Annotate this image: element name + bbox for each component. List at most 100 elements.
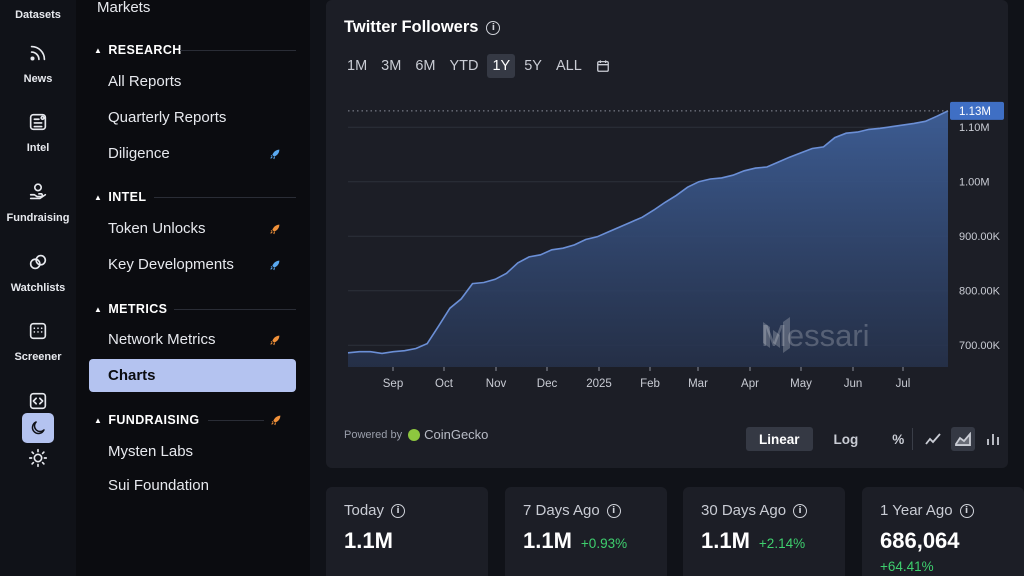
- scale-linear-button[interactable]: Linear: [746, 427, 813, 451]
- sidebar-item-label: Quarterly Reports: [108, 109, 227, 126]
- sidebar-item-markets[interactable]: Markets: [97, 0, 151, 16]
- sidebar-item-quarterly-reports[interactable]: Quarterly Reports: [89, 101, 296, 134]
- rocket-icon: [270, 224, 280, 234]
- stat-value: 1.1M: [344, 528, 393, 554]
- stat-label: 7 Days Ago i: [523, 502, 621, 519]
- followers-area-chart[interactable]: Messari 700.00K 800.00K 900.00K 1.00M 1.10M S…: [326, 0, 1008, 468]
- stat-card-1-year: 1 Year Ago i 686,064 +64.41%: [862, 487, 1024, 576]
- info-icon[interactable]: i: [606, 503, 621, 518]
- sidebar-item-charts[interactable]: Charts: [89, 359, 296, 392]
- sidebar-item-key-developments[interactable]: Key Developments: [89, 248, 296, 281]
- sidebar-nav: Markets ▲ RESEARCH All Reports Quarterly…: [76, 0, 310, 576]
- x-tick-label: Mar: [688, 378, 708, 390]
- section-title: INTEL: [108, 190, 147, 204]
- sidebar-item-label: Mysten Labs: [108, 443, 194, 460]
- y-tick-label: 700.00K: [959, 340, 1001, 352]
- caret-up-icon: ▲: [94, 45, 103, 55]
- sidebar-item-token-unlocks[interactable]: Token Unlocks: [89, 212, 296, 245]
- stat-value: 686,064: [880, 528, 960, 554]
- stat-card-7-days: 7 Days Ago i 1.1M +0.93%: [505, 487, 667, 576]
- x-tick-label: Dec: [537, 378, 558, 390]
- info-icon[interactable]: i: [959, 503, 974, 518]
- rail-item-news[interactable]: News: [0, 40, 76, 85]
- section-research[interactable]: ▲ RESEARCH: [94, 43, 182, 57]
- calendar-icon[interactable]: [591, 54, 615, 78]
- scale-log-button[interactable]: Log: [833, 431, 859, 447]
- sidebar-item-network-metrics[interactable]: Network Metrics: [89, 323, 296, 356]
- x-tick-label: Apr: [741, 378, 759, 390]
- range-ytd[interactable]: YTD: [449, 58, 479, 74]
- theme-toggle-button[interactable]: [22, 413, 54, 443]
- line-chart-icon[interactable]: [921, 427, 945, 451]
- icon-rail: Datasets News Intel Fundraising Watchlis…: [0, 0, 76, 576]
- code-icon: [25, 388, 51, 414]
- rocket-icon: [270, 260, 280, 270]
- sidebar-item-all-reports[interactable]: All Reports: [89, 65, 296, 98]
- rail-code-button[interactable]: [0, 388, 76, 414]
- stat-label-text: 7 Days Ago: [523, 502, 600, 519]
- range-5y[interactable]: 5Y: [524, 58, 542, 74]
- chart-title: Twitter Followers i: [344, 18, 501, 37]
- range-all[interactable]: ALL: [555, 58, 582, 74]
- stat-value: 1.1M +0.93%: [523, 528, 627, 554]
- coingecko-link[interactable]: CoinGecko: [408, 427, 488, 442]
- stat-change: +64.41%: [880, 559, 934, 574]
- section-metrics[interactable]: ▲ METRICS: [94, 302, 167, 316]
- rail-item-screener[interactable]: Screener: [0, 318, 76, 363]
- stat-card-today: Today i 1.1M: [326, 487, 488, 576]
- x-tick-label: Jul: [896, 378, 911, 390]
- x-tick-label: 2025: [586, 378, 612, 390]
- rocket-icon: [271, 415, 281, 426]
- area-chart-icon[interactable]: [951, 427, 975, 451]
- range-1y[interactable]: 1Y: [487, 54, 516, 78]
- sidebar-item-diligence[interactable]: Diligence: [89, 137, 296, 170]
- x-tick-label: May: [790, 378, 812, 390]
- sun-icon: [25, 445, 51, 471]
- caret-up-icon: ▲: [94, 304, 103, 314]
- rail-label-fundraising: Fundraising: [6, 212, 70, 224]
- stat-value: 1.1M +2.14%: [701, 528, 805, 554]
- sidebar-item-mysten-labs[interactable]: Mysten Labs: [89, 435, 296, 468]
- info-icon[interactable]: i: [793, 503, 808, 518]
- rail-item-datasets[interactable]: Datasets: [0, 9, 76, 21]
- stat-value-text: 1.1M: [523, 528, 572, 553]
- sidebar-item-label: Network Metrics: [108, 331, 216, 348]
- rail-label-screener: Screener: [14, 351, 62, 363]
- sidebar-item-label: Key Developments: [108, 256, 234, 273]
- brightness-button[interactable]: [0, 445, 76, 471]
- range-6m[interactable]: 6M: [415, 58, 436, 74]
- rail-label-datasets: Datasets: [15, 9, 61, 21]
- fundraising-icon: [25, 179, 51, 205]
- x-tick-label: Feb: [640, 378, 660, 390]
- info-icon[interactable]: i: [391, 503, 406, 518]
- stat-card-30-days: 30 Days Ago i 1.1M +2.14%: [683, 487, 845, 576]
- current-value-badge: 1.13M: [950, 101, 1004, 120]
- sidebar-item-sui-foundation[interactable]: Sui Foundation: [89, 471, 296, 499]
- stat-value-text: 1.1M: [701, 528, 750, 553]
- stat-label-text: 30 Days Ago: [701, 502, 787, 519]
- section-title: RESEARCH: [108, 43, 182, 57]
- range-1m[interactable]: 1M: [347, 58, 368, 74]
- scale-percent-button[interactable]: %: [892, 431, 905, 447]
- section-divider: [180, 50, 296, 51]
- sidebar-item-label: Diligence: [108, 145, 170, 162]
- badge-text: 1.13M: [959, 106, 991, 118]
- section-fundraising[interactable]: ▲ FUNDRAISING: [94, 413, 200, 427]
- rail-item-fundraising[interactable]: Fundraising: [0, 179, 76, 224]
- time-range-selector: 1M 3M 6M YTD 1Y 5Y ALL: [342, 54, 615, 78]
- section-intel[interactable]: ▲ INTEL: [94, 190, 146, 204]
- sidebar-item-label: Sui Foundation: [108, 477, 209, 494]
- stat-label-text: Today: [344, 502, 385, 519]
- info-icon[interactable]: i: [486, 20, 501, 35]
- range-3m[interactable]: 3M: [381, 58, 402, 74]
- rocket-icon: [270, 335, 280, 345]
- rail-item-watchlists[interactable]: Watchlists: [0, 249, 76, 294]
- y-tick-label: 900.00K: [959, 231, 1001, 243]
- bar-chart-icon[interactable]: [981, 427, 1005, 451]
- rocket-icon: [270, 149, 280, 159]
- rail-item-intel[interactable]: Intel: [0, 109, 76, 154]
- section-title: FUNDRAISING: [108, 413, 200, 427]
- stat-label: 1 Year Ago i: [880, 502, 974, 519]
- screener-icon: [25, 318, 51, 344]
- y-tick-label: 1.00M: [959, 177, 990, 189]
